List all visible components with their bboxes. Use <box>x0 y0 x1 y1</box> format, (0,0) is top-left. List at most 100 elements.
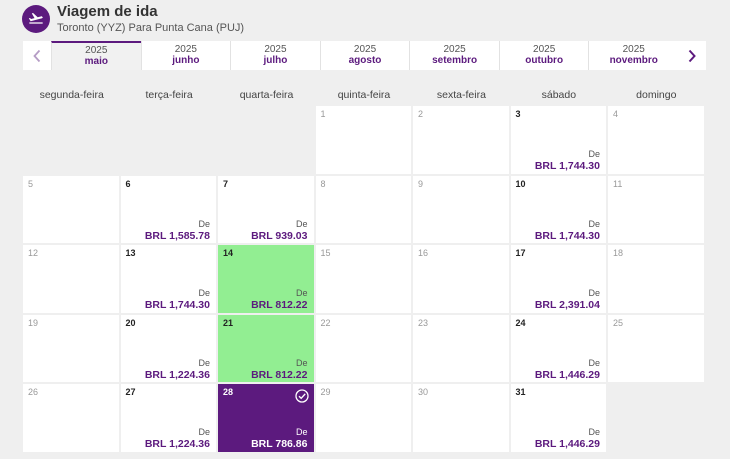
calendar-day-15[interactable]: 15 <box>315 245 411 313</box>
calendar-day-5[interactable]: 5 <box>23 175 119 243</box>
from-label: De <box>295 357 308 368</box>
fare-price: BRL 1,446.29 <box>534 438 600 450</box>
calendar-day-21[interactable]: 21 De BRL 812.22 <box>218 314 314 382</box>
from-label: De <box>198 218 210 229</box>
calendar-day-26[interactable]: 26 <box>23 384 119 452</box>
weekday-header: segunda-feira terça-feira quarta-feira q… <box>23 89 705 103</box>
calendar-day-13[interactable]: 13 De BRL 1,744.30 <box>120 245 216 313</box>
weekday-label: segunda-feira <box>39 89 104 101</box>
fare-price: BRL 1,744.30 <box>534 229 600 242</box>
month-tab-setembro[interactable]: 2025 setembro <box>409 41 499 70</box>
month-tab-julho[interactable]: 2025 julho <box>230 41 320 70</box>
day-number: 2 <box>418 109 424 119</box>
calendar-blank-cell <box>23 106 119 174</box>
calendar-day-7[interactable]: 7 De BRL 939.03 <box>218 175 314 243</box>
weekday-label: sábado <box>541 89 577 101</box>
calendar-day-12[interactable]: 12 <box>23 245 119 313</box>
check-circle-icon <box>294 389 309 403</box>
fare-price: BRL 2,391.04 <box>534 299 600 311</box>
fare-price: BRL 1,224.36 <box>144 438 210 450</box>
day-number: 12 <box>28 248 39 258</box>
calendar-grid: 1 2 3 De BRL 1,744.30 4 5 6 De BRL 1,585.78 7 De BRL… <box>23 106 705 452</box>
calendar-day-25[interactable]: 25 <box>608 314 704 382</box>
calendar-day-24[interactable]: 24 De BRL 1,446.29 <box>510 314 606 382</box>
month-tab-junho[interactable]: 2025 junho <box>140 41 231 70</box>
day-number: 4 <box>613 109 619 119</box>
month-tab-novembro[interactable]: 2025 novembro <box>588 41 679 70</box>
calendar-day-14[interactable]: 14 De BRL 812.22 <box>218 245 314 313</box>
month-name: setembro <box>432 55 478 66</box>
from-label: De <box>588 357 600 368</box>
fare-price: BRL 1,744.30 <box>534 160 600 172</box>
month-name: maio <box>84 56 108 67</box>
day-number: 31 <box>515 387 526 397</box>
fare-price: BRL 939.03 <box>251 229 308 242</box>
calendar-day-4[interactable]: 4 <box>608 106 704 174</box>
day-number: 26 <box>28 387 39 397</box>
calendar-day-30[interactable]: 30 <box>413 384 509 452</box>
fare-price: BRL 786.86 <box>251 438 308 450</box>
calendar-day-29[interactable]: 29 <box>315 384 411 452</box>
calendar-day-23[interactable]: 23 <box>413 314 509 382</box>
fare-price: BRL 1,585.78 <box>144 229 210 242</box>
month-name: novembro <box>609 55 658 66</box>
from-label: De <box>198 357 210 368</box>
from-label: De <box>588 149 600 159</box>
month-year: 2025 <box>85 45 108 56</box>
calendar-day-20[interactable]: 20 De BRL 1,224.36 <box>120 314 216 382</box>
calendar-day-19[interactable]: 19 <box>23 314 119 382</box>
next-month-button[interactable] <box>678 41 707 70</box>
day-number: 6 <box>125 178 131 189</box>
month-tab-outubro[interactable]: 2025 outubro <box>498 41 589 70</box>
weekday-label: quarta-feira <box>239 89 294 101</box>
month-year: 2025 <box>353 44 377 55</box>
fare-price: BRL 1,446.29 <box>534 368 600 381</box>
from-label: De <box>295 288 308 298</box>
day-number: 3 <box>515 109 521 119</box>
day-number: 9 <box>418 178 424 189</box>
fare-price: BRL 812.22 <box>251 368 308 381</box>
calendar-day-8[interactable]: 8 <box>315 175 411 243</box>
day-number: 20 <box>125 317 136 328</box>
calendar-day-28[interactable]: 28 De BRL 786.86 <box>218 384 314 452</box>
month-year: 2025 <box>533 44 556 55</box>
fare-price: BRL 1,224.36 <box>144 368 210 381</box>
calendar-day-31[interactable]: 31 De BRL 1,446.29 <box>510 384 606 452</box>
page-title: Viagem de ida <box>57 2 158 20</box>
month-tab-maio[interactable]: 2025 maio <box>51 41 141 70</box>
from-label: De <box>295 427 308 437</box>
page-header: Viagem de ida Toronto (YYZ) Para Punta C… <box>22 3 244 35</box>
month-year: 2025 <box>443 44 466 55</box>
calendar-day-3[interactable]: 3 De BRL 1,744.30 <box>510 106 606 174</box>
calendar-day-9[interactable]: 9 <box>413 175 509 243</box>
chevron-right-icon <box>688 49 696 62</box>
month-tab-agosto[interactable]: 2025 agosto <box>319 41 410 70</box>
day-number: 18 <box>613 248 624 258</box>
month-name: agosto <box>348 55 382 66</box>
calendar-day-17[interactable]: 17 De BRL 2,391.04 <box>510 245 606 313</box>
calendar-day-1[interactable]: 1 <box>315 106 411 174</box>
calendar-blank-cell <box>121 106 217 174</box>
from-label: De <box>295 218 308 229</box>
calendar-day-27[interactable]: 27 De BRL 1,224.36 <box>120 384 216 452</box>
calendar-day-22[interactable]: 22 <box>315 314 411 382</box>
calendar-day-6[interactable]: 6 De BRL 1,585.78 <box>120 175 216 243</box>
month-year: 2025 <box>622 44 645 55</box>
day-number: 28 <box>223 387 234 397</box>
calendar-day-16[interactable]: 16 <box>413 245 509 313</box>
day-number: 1 <box>320 109 326 119</box>
weekday-label: sexta-feira <box>436 89 486 101</box>
weekday-label: quinta-feira <box>337 89 391 101</box>
chevron-left-icon <box>33 49 41 62</box>
calendar-day-2[interactable]: 2 <box>413 106 509 174</box>
previous-month-button[interactable] <box>23 41 51 70</box>
month-selector: 2025 maio 2025 junho 2025 julho 2025 ago… <box>23 41 707 70</box>
calendar-day-18[interactable]: 18 <box>608 245 704 313</box>
day-number: 15 <box>320 248 331 258</box>
day-number: 23 <box>418 317 429 328</box>
calendar-day-11[interactable]: 11 <box>608 175 704 243</box>
calendar-blank-cell <box>218 106 314 174</box>
day-number: 14 <box>223 248 234 258</box>
calendar-day-10[interactable]: 10 De BRL 1,744.30 <box>510 175 606 243</box>
fare-price: BRL 812.22 <box>251 299 308 311</box>
